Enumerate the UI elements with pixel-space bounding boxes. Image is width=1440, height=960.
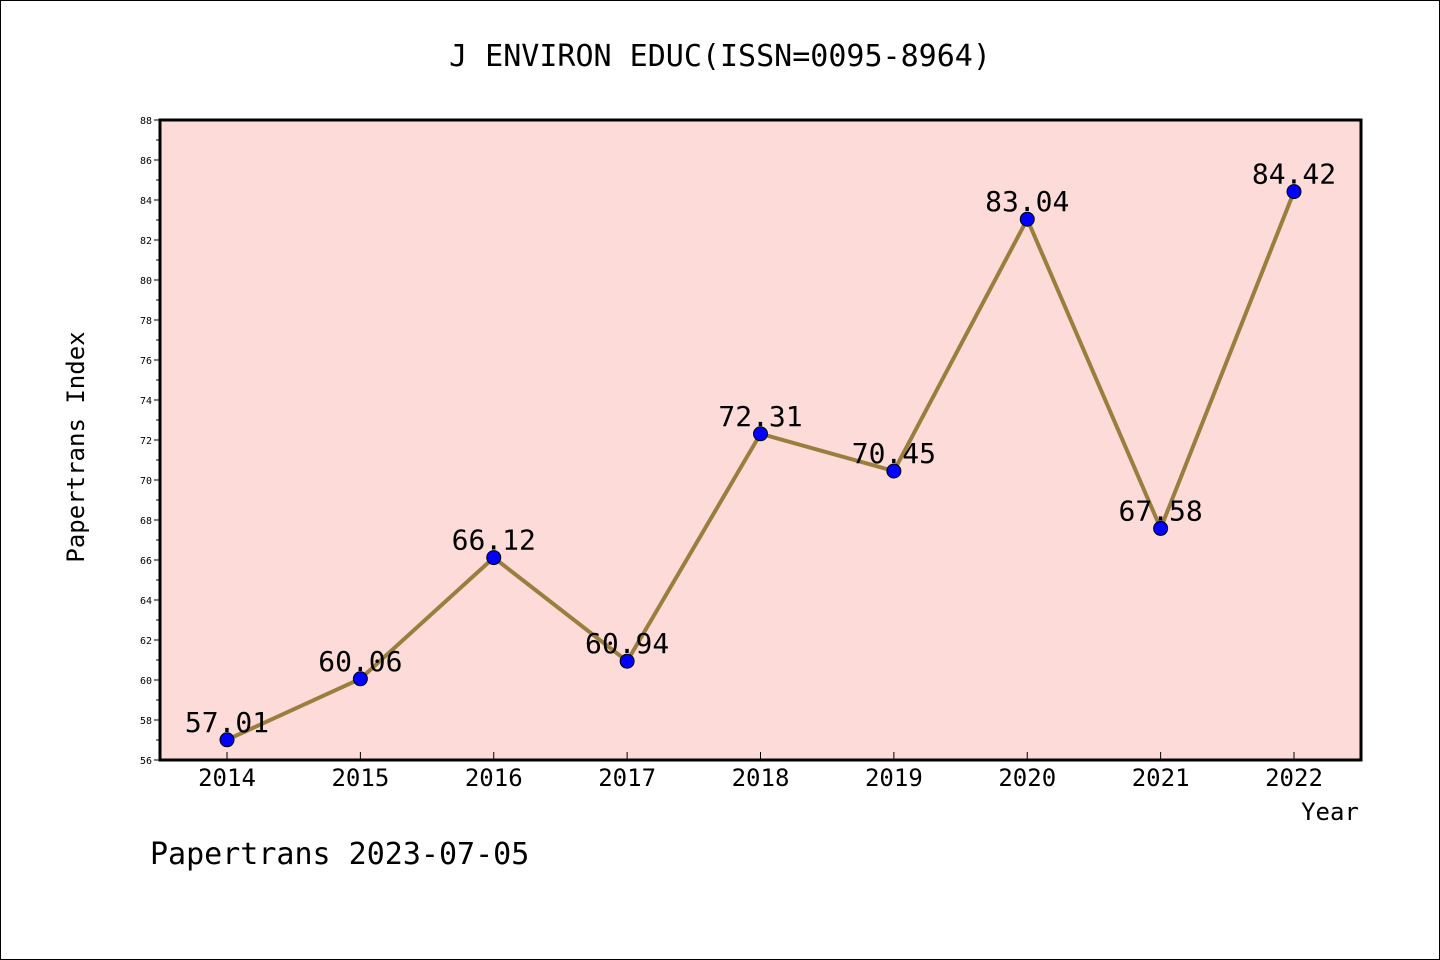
x-tick-label: 2018	[732, 764, 790, 792]
y-tick-label: 72	[140, 436, 152, 447]
footer-text: Papertrans 2023-07-05	[150, 837, 529, 872]
x-axis-label: Year	[1301, 798, 1359, 826]
y-axis-label: Papertrans Index	[62, 331, 90, 562]
y-tick-label: 74	[140, 396, 152, 407]
y-tick-label: 56	[140, 756, 152, 767]
y-tick-label: 78	[140, 316, 152, 327]
y-tick-label: 62	[140, 636, 152, 647]
data-label: 70.45	[852, 437, 936, 470]
x-tick-label: 2021	[1132, 764, 1190, 792]
data-point	[1019, 211, 1035, 227]
y-tick-label: 76	[140, 356, 152, 367]
chart-title: J ENVIRON EDUC(ISSN=0095-8964)	[449, 39, 991, 74]
x-tick-label: 2020	[998, 764, 1056, 792]
data-point	[886, 463, 902, 479]
x-tick-label: 2016	[465, 764, 523, 792]
x-tick-label: 2019	[865, 764, 923, 792]
y-axis: 56 58 60 62 64 66 68 70 72 74 76 78 80 82 84 86 88	[140, 116, 160, 767]
data-label: 60.06	[318, 645, 402, 678]
y-tick-label: 64	[140, 596, 152, 607]
y-tick-label: 84	[140, 196, 152, 207]
data-point	[1153, 520, 1169, 536]
data-points	[219, 184, 1302, 748]
data-label: 60.94	[585, 627, 669, 660]
y-tick-label: 70	[140, 476, 152, 487]
data-label: 83.04	[985, 185, 1069, 218]
data-label: 57.01	[185, 706, 269, 739]
x-tick-label: 2015	[331, 764, 389, 792]
y-tick-label: 80	[140, 276, 152, 287]
y-tick-label: 86	[140, 156, 152, 167]
data-label: 66.12	[452, 524, 536, 557]
data-label: 67.58	[1118, 494, 1202, 527]
y-tick-label: 88	[140, 116, 152, 127]
y-tick-label: 68	[140, 516, 152, 527]
x-tick-label: 2017	[598, 764, 656, 792]
data-labels: 57.01 60.06 66.12 60.94 72.31 70.45 83.04 67.58…	[185, 158, 1336, 739]
x-axis: 2014 2015 2016 2017 2018 2019 2020 2021 2022	[198, 752, 1323, 792]
data-label: 72.31	[718, 400, 802, 433]
data-point	[486, 550, 502, 566]
y-tick-label: 60	[140, 676, 152, 687]
x-tick-label: 2014	[198, 764, 256, 792]
data-point	[352, 671, 368, 687]
data-point	[619, 653, 635, 669]
x-tick-label: 2022	[1265, 764, 1323, 792]
data-label: 84.42	[1252, 158, 1336, 191]
data-point	[1286, 184, 1302, 200]
data-point	[219, 732, 235, 748]
data-point	[753, 426, 768, 442]
y-tick-label: 82	[140, 236, 152, 247]
y-tick-label: 66	[140, 556, 152, 567]
y-tick-label: 58	[140, 716, 152, 727]
